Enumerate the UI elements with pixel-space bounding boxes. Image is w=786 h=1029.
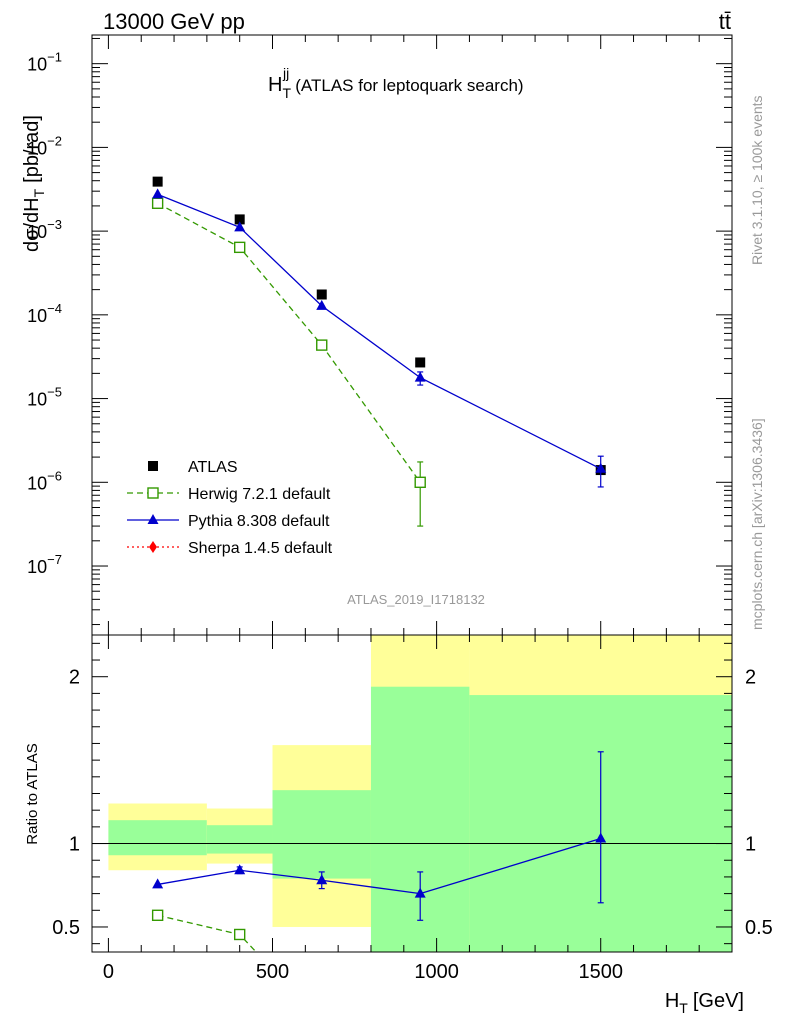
y-tick-label-exponent: −6 [47,468,62,483]
pythia-point [414,371,426,382]
plot-title-rest: (ATLAS for leptoquark search) [295,76,523,95]
y-tick-label: 10−1 [27,50,62,75]
main-axis-ticks: 10−710−610−510−410−310−210−1 [27,35,732,635]
y-tick-label-exponent: −2 [47,133,62,148]
legend-herwig-marker [147,487,159,499]
atlas-point [152,176,163,187]
ratio-pythia-point [316,874,328,885]
ratio-y-tick-label-right: 1 [745,834,756,856]
y-tick-label-base: 10 [27,222,47,242]
ratio-data-marks [151,751,607,952]
y-tick-label: 10−6 [27,468,62,493]
pythia-point [234,221,246,232]
y-tick-label-exponent: −5 [47,385,62,400]
ratio-y-axis-label: Ratio to ATLAS [24,743,41,844]
y-tick-label-base: 10 [27,306,47,326]
y-tick-label-base: 10 [27,473,47,493]
y-tick-label-base: 10 [27,55,47,75]
ratio-uncertainty-bands [92,635,732,952]
plot-title-main: H [268,74,282,96]
y-axis-label-main: dσ/dH [21,197,43,252]
ratio-pythia-point [414,887,426,898]
legend-sherpa-label: Sherpa 1.4.5 default [188,540,333,557]
legend-sherpa-marker [149,541,157,553]
y-tick-label-exponent: −4 [47,301,62,316]
y-tick-label-exponent: −3 [47,217,62,232]
ratio-herwig-point [151,909,164,921]
ratio-panel: 0.5 0.5 1 1 2 2 0 500 1000 1500 Ratio to ATLAS HT… [24,634,773,1016]
mcplots-reference-label: mcplots.cern.ch [arXiv:1306.3436] [749,418,765,630]
pythia-point [316,299,328,310]
energy-label: 13000 GeV pp [103,9,245,34]
legend-pythia-label: Pythia 8.308 default [188,513,330,530]
ratio-y-tick-label-right: 0.5 [745,917,773,939]
x-axis-label-main: H [665,990,679,1012]
main-panel: 10−710−610−510−410−310−210−1 13000 GeV p… [21,9,733,636]
y-tick-label: 10−7 [27,552,62,577]
herwig-point [316,339,328,351]
ratio-pythia-point [152,878,164,889]
ratio-y-tick-label: 2 [69,667,80,689]
herwig-point [151,197,164,209]
y-tick-label-base: 10 [27,390,47,410]
y-tick-label: 10−5 [27,385,62,410]
ratio-herwig-point [233,928,246,941]
y-axis-label: dσ/dHT [pb/rad] [21,115,47,252]
x-axis-label-rest: [GeV] [693,990,744,1012]
y-tick-label-base: 10 [27,138,47,158]
pythia-line [157,193,602,470]
legend: ATLAS Herwig 7.2.1 default Pythia 8.308 de… [127,459,333,557]
herwig-point [414,476,426,488]
y-tick-label-exponent: −1 [47,50,62,65]
process-label: tt̄ [719,9,731,34]
ratio-pythia-point [234,864,246,875]
y-axis-label-sub: T [31,188,47,197]
y-axis-label-rest: [pb/rad] [21,115,43,183]
y-tick-label: 10−3 [27,217,62,242]
legend-atlas-marker [148,461,158,471]
plot-title-sup: jj [282,65,289,81]
x-tick-label: 1500 [578,961,623,983]
atlas-point [234,214,245,225]
ratio-band-inner [108,820,207,856]
x-axis-label-sub: T [679,1000,688,1016]
ratio-axis-ticks: 0.5 0.5 1 1 2 2 0 500 1000 1500 [52,635,773,983]
rivet-version-label: Rivet 3.1.10, ≥ 100k events [749,95,765,265]
y-tick-label: 10−2 [27,133,62,158]
y-tick-label-base: 10 [27,557,47,577]
legend-herwig-label: Herwig 7.2.1 default [188,486,331,503]
atlas-point [316,289,327,300]
analysis-watermark: ATLAS_2019_I1718132 [347,592,485,607]
main-data-marks [151,176,607,527]
plot-title: HTjj (ATLAS for leptoquark search) [268,65,524,101]
herwig-line [157,202,421,483]
legend-atlas-label: ATLAS [188,459,238,476]
x-axis-label: HT [GeV] [665,990,744,1016]
ratio-y-tick-label: 1 [69,834,80,856]
ratio-band-inner [272,790,371,879]
x-tick-label: 1000 [414,961,459,983]
pythia-point [595,462,607,473]
pythia-point [152,188,164,199]
ratio-y-tick-label: 0.5 [52,917,80,939]
ratio-pythia-point [595,832,607,843]
y-tick-label: 10−4 [27,301,62,326]
plot-title-sub: T [282,85,291,101]
x-tick-label: 0 [103,961,114,983]
x-tick-label: 500 [256,961,289,983]
ratio-band-inner [206,825,273,854]
legend-pythia-marker [147,514,159,524]
atlas-point [415,357,426,368]
ratio-y-tick-label-right: 2 [745,667,756,689]
herwig-point [233,241,246,254]
y-tick-label-exponent: −7 [47,552,62,567]
